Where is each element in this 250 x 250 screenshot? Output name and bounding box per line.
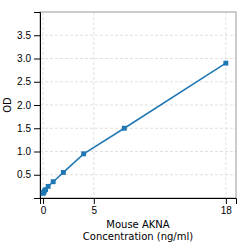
tick-label: 1.5 — [17, 123, 31, 134]
grid-line — [40, 128, 236, 129]
marker — [223, 61, 228, 66]
tick-label: 1.0 — [17, 146, 31, 157]
tick: 1.5 — [17, 123, 40, 134]
tick-mark — [43, 198, 44, 204]
grid-line — [40, 35, 236, 36]
chart-container: 0 5 18 0.5 1.0 1.5 2.0 2.5 3.0 3.5 Mouse AKNAConce… — [0, 0, 250, 250]
grid-line — [93, 12, 94, 198]
x-axis-title: Mouse AKNAConcentration (ng/ml) — [83, 219, 193, 242]
tick-label: 0 — [41, 205, 47, 216]
grid — [40, 12, 236, 198]
tick-mark — [34, 128, 40, 129]
tick-mark — [34, 105, 40, 106]
marker — [46, 184, 51, 189]
tick-label: 2.0 — [17, 100, 31, 111]
x-axis-title-line: Mouse AKNA — [106, 219, 170, 230]
tick: 3.5 — [17, 30, 40, 41]
tick: 18 — [221, 198, 233, 216]
tick: 1.0 — [17, 146, 40, 157]
tick: 2.0 — [17, 100, 40, 111]
tick: 0.5 — [17, 169, 40, 180]
marker — [51, 179, 56, 184]
tick-mark — [34, 175, 40, 176]
tick-mark — [34, 35, 40, 36]
x-axis: 0 5 18 — [41, 198, 237, 216]
grid-line — [43, 12, 44, 198]
tick-label: 0.5 — [17, 169, 31, 180]
chart: 0 5 18 0.5 1.0 1.5 2.0 2.5 3.0 3.5 Mouse AKNAConce… — [0, 0, 250, 250]
tick: 0 — [41, 198, 47, 216]
plot: 0 5 18 0.5 1.0 1.5 2.0 2.5 3.0 3.5 — [17, 12, 236, 216]
tick: 3.0 — [17, 53, 40, 64]
tick-mark — [226, 198, 227, 204]
y-axis-title: OD — [2, 97, 13, 113]
grid-line — [40, 81, 236, 82]
tick-mark — [34, 152, 40, 153]
tick-label: 3.0 — [17, 53, 31, 64]
data-layer — [41, 61, 229, 196]
marker — [61, 170, 66, 175]
axis-line — [34, 13, 41, 199]
line — [43, 63, 226, 193]
tick-mark — [34, 59, 40, 60]
tick-mark — [94, 198, 95, 204]
grid-line — [40, 174, 236, 175]
y-axis: 0.5 1.0 1.5 2.0 2.5 3.0 3.5 — [17, 13, 40, 199]
plot-frame — [40, 12, 236, 198]
marker — [122, 126, 127, 131]
tick-mark — [34, 82, 40, 83]
tick-label: 18 — [221, 205, 233, 216]
grid-line — [40, 58, 236, 59]
tick: 2.5 — [17, 76, 40, 87]
grid-line — [225, 12, 226, 198]
axis-line — [41, 199, 237, 205]
tick: 5 — [92, 198, 98, 216]
x-axis-title-line: Concentration (ng/ml) — [83, 231, 193, 242]
grid-line — [40, 105, 236, 106]
grid-line — [40, 151, 236, 152]
tick-label: 3.5 — [17, 30, 31, 41]
marker — [81, 151, 86, 156]
tick-label: 2.5 — [17, 76, 31, 87]
tick-label: 5 — [92, 205, 98, 216]
